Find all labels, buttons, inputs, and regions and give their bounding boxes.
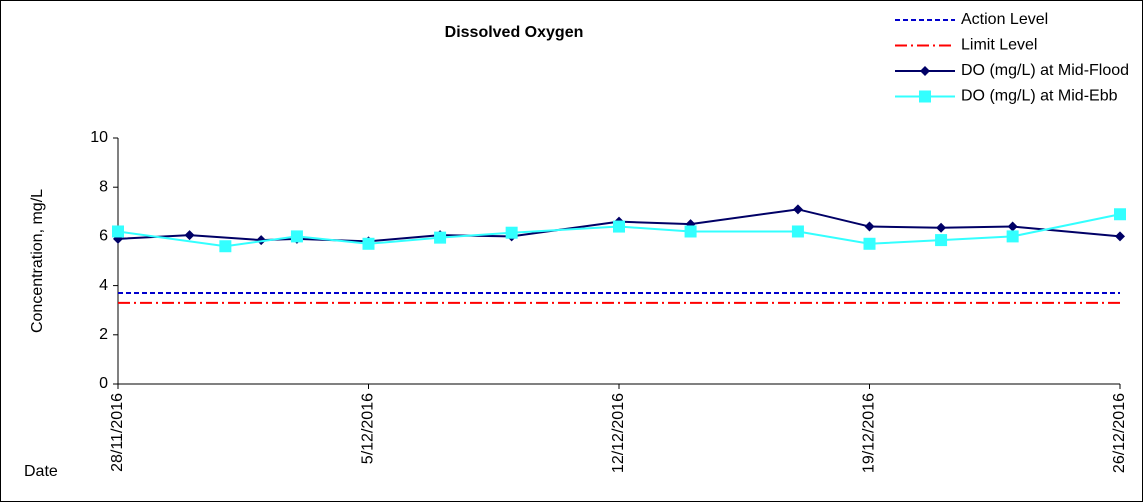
x-tick-label: 26/12/2016: [1111, 393, 1128, 473]
data-point: [362, 237, 375, 250]
data-point: [1006, 230, 1019, 243]
y-tick-label: 6: [99, 228, 108, 245]
data-point: [1115, 231, 1125, 242]
x-tick-label: 5/12/2016: [360, 393, 377, 464]
legend-marker: [919, 90, 931, 103]
legend-marker: [920, 66, 930, 76]
legend-label: DO (mg/L) at Mid-Ebb: [961, 88, 1118, 105]
legend-label: Action Level: [961, 11, 1048, 28]
data-point: [613, 220, 625, 233]
legend-label: DO (mg/L) at Mid-Flood: [961, 62, 1129, 79]
data-point: [184, 230, 195, 241]
y-tick-label: 2: [99, 326, 108, 343]
y-tick-label: 8: [99, 178, 108, 195]
data-point: [1114, 208, 1126, 221]
data-point: [434, 231, 447, 244]
data-point: [863, 237, 876, 250]
data-point: [935, 234, 948, 247]
data-point: [1007, 221, 1018, 232]
y-tick-label: 10: [90, 129, 108, 146]
chart-title: Dissolved Oxygen: [445, 24, 584, 41]
data-point: [864, 221, 875, 232]
x-tick-label: 28/11/2016: [109, 393, 126, 472]
legend-label: Limit Level: [961, 37, 1037, 54]
data-point: [112, 225, 124, 238]
x-axis-label: Date: [24, 463, 58, 480]
data-point: [505, 226, 518, 239]
y-tick-label: 4: [99, 277, 108, 294]
data-point: [792, 204, 803, 215]
data-point: [684, 225, 697, 238]
data-point: [219, 240, 232, 253]
data-point: [791, 225, 804, 238]
data-point: [290, 230, 303, 243]
y-tick-label: 0: [99, 375, 108, 392]
x-tick-label: 19/12/2016: [861, 393, 878, 473]
y-axis-label: Concentration, mg/L: [29, 189, 46, 333]
x-tick-label: 12/12/2016: [610, 393, 627, 473]
data-point: [936, 222, 947, 233]
